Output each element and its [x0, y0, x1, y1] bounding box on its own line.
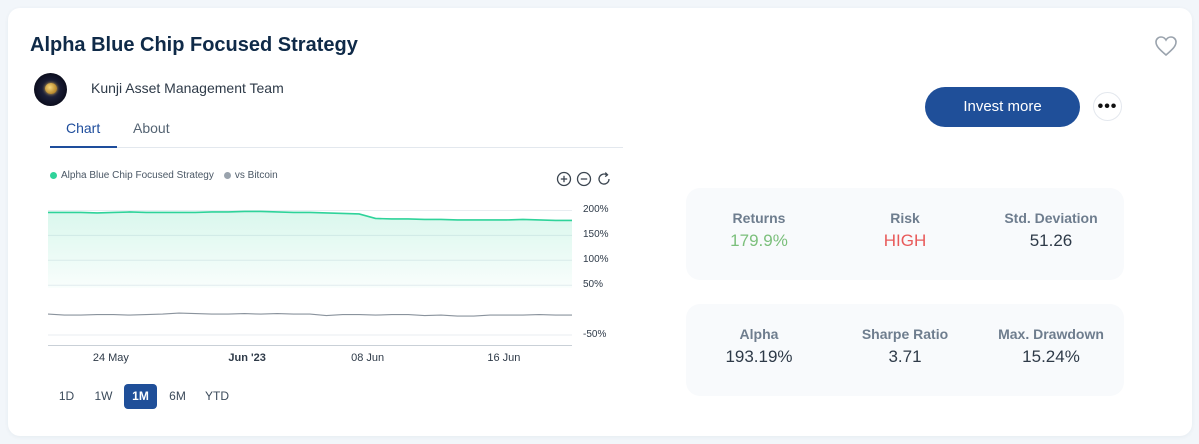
- y-tick-label: 150%: [583, 229, 609, 241]
- x-tick-label: 08 Jun: [351, 352, 385, 364]
- range-1w-button[interactable]: 1W: [94, 389, 113, 403]
- stat-value: 179.9%: [730, 231, 788, 250]
- stat-label: Std. Deviation: [1004, 210, 1098, 226]
- legend-dot-bitcoin: [223, 172, 231, 179]
- y-tick-label: -50%: [583, 329, 607, 341]
- stat-returns: Returns 179.9%: [686, 210, 832, 251]
- x-tick-label: 16 Jun: [487, 352, 521, 364]
- tab-about[interactable]: About: [133, 120, 170, 136]
- range-6m-button[interactable]: 6M: [169, 389, 186, 403]
- performance-chart: [48, 209, 572, 346]
- stat-value: 51.26: [1029, 231, 1073, 250]
- legend-label-bitcoin: vs Bitcoin: [234, 170, 278, 181]
- stat-value: 3.71: [888, 347, 922, 366]
- heart-icon[interactable]: [1154, 35, 1178, 57]
- stat-value: 15.24%: [1022, 347, 1080, 366]
- chart-toolbar: [556, 171, 612, 187]
- stat-label: Risk: [890, 210, 920, 226]
- range-1d-button[interactable]: 1D: [58, 389, 75, 403]
- stat-value: 193.19%: [725, 347, 793, 366]
- avatar: [34, 73, 67, 106]
- stat-label: Max. Drawdown: [998, 326, 1104, 342]
- more-options-button[interactable]: •••: [1093, 92, 1122, 121]
- range-1m-button[interactable]: 1M: [124, 384, 157, 409]
- manager-name: Kunji Asset Management Team: [91, 80, 284, 96]
- series-line-strategy: [48, 210, 572, 222]
- stat-max-drawdown: Max. Drawdown 15.24%: [978, 326, 1124, 367]
- zoom-out-icon[interactable]: [576, 171, 592, 187]
- x-tick-label: 24 May: [92, 352, 129, 364]
- strategy-title: Alpha Blue Chip Focused Strategy: [30, 34, 358, 56]
- y-tick-label: 100%: [583, 254, 609, 266]
- y-tick-label: 200%: [583, 204, 609, 216]
- tab-bar: Chart About: [50, 118, 623, 148]
- zoom-in-icon[interactable]: [556, 171, 572, 187]
- stat-value: HIGH: [883, 231, 927, 250]
- range-selector: 1D 1W 1M 6M YTD: [50, 384, 236, 409]
- legend-item-bitcoin[interactable]: vs Bitcoin: [223, 170, 278, 181]
- reset-icon[interactable]: [596, 171, 612, 187]
- stats-panel-primary: Returns 179.9% Risk HIGH Std. Deviation …: [686, 188, 1124, 280]
- stats-panel-secondary: Alpha 193.19% Sharpe Ratio 3.71 Max. Dra…: [686, 304, 1124, 396]
- invest-more-button[interactable]: Invest more: [925, 87, 1080, 127]
- series-area-strategy: [48, 211, 572, 288]
- range-ytd-button[interactable]: YTD: [205, 389, 229, 403]
- stat-risk: Risk HIGH: [832, 210, 978, 251]
- stat-label: Sharpe Ratio: [861, 326, 949, 342]
- series-line-bitcoin: [48, 312, 572, 317]
- stat-alpha: Alpha 193.19%: [686, 326, 832, 367]
- stat-label: Alpha: [739, 326, 779, 342]
- stat-std-deviation: Std. Deviation 51.26: [978, 210, 1124, 251]
- x-tick-label: Jun '23: [228, 352, 266, 364]
- stat-label: Returns: [732, 210, 786, 226]
- active-tab-indicator: [50, 146, 117, 148]
- chart-legend: Alpha Blue Chip Focused Strategy vs Bitc…: [50, 170, 288, 181]
- legend-item-strategy[interactable]: Alpha Blue Chip Focused Strategy: [50, 170, 214, 181]
- stat-sharpe-ratio: Sharpe Ratio 3.71: [832, 326, 978, 367]
- legend-dot-strategy: [50, 172, 57, 179]
- legend-label-strategy: Alpha Blue Chip Focused Strategy: [61, 170, 214, 181]
- strategy-card: Alpha Blue Chip Focused Strategy Kunji A…: [8, 8, 1192, 436]
- y-tick-label: 50%: [583, 279, 604, 291]
- tab-chart[interactable]: Chart: [66, 120, 101, 136]
- more-icon: •••: [1097, 97, 1118, 115]
